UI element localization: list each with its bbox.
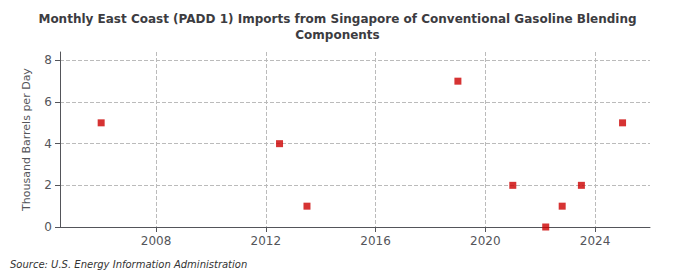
svg-text:2020: 2020 <box>470 234 501 248</box>
svg-text:Components: Components <box>295 28 380 42</box>
svg-text:Thousand Barrels per Day: Thousand Barrels per Day <box>20 68 33 212</box>
svg-text:Monthly East Coast (PADD 1) Im: Monthly East Coast (PADD 1) Imports from… <box>38 12 636 26</box>
svg-text:2024: 2024 <box>580 234 611 248</box>
svg-text:2012: 2012 <box>251 234 282 248</box>
svg-text:2016: 2016 <box>360 234 391 248</box>
svg-text:6: 6 <box>44 95 52 109</box>
svg-text:0: 0 <box>44 220 52 234</box>
svg-text:Source: U.S. Energy Informatio: Source: U.S. Energy Information Administ… <box>10 259 247 270</box>
svg-text:8: 8 <box>44 53 52 67</box>
svg-text:4: 4 <box>44 137 52 151</box>
svg-text:2008: 2008 <box>141 234 172 248</box>
svg-text:2: 2 <box>44 178 52 192</box>
